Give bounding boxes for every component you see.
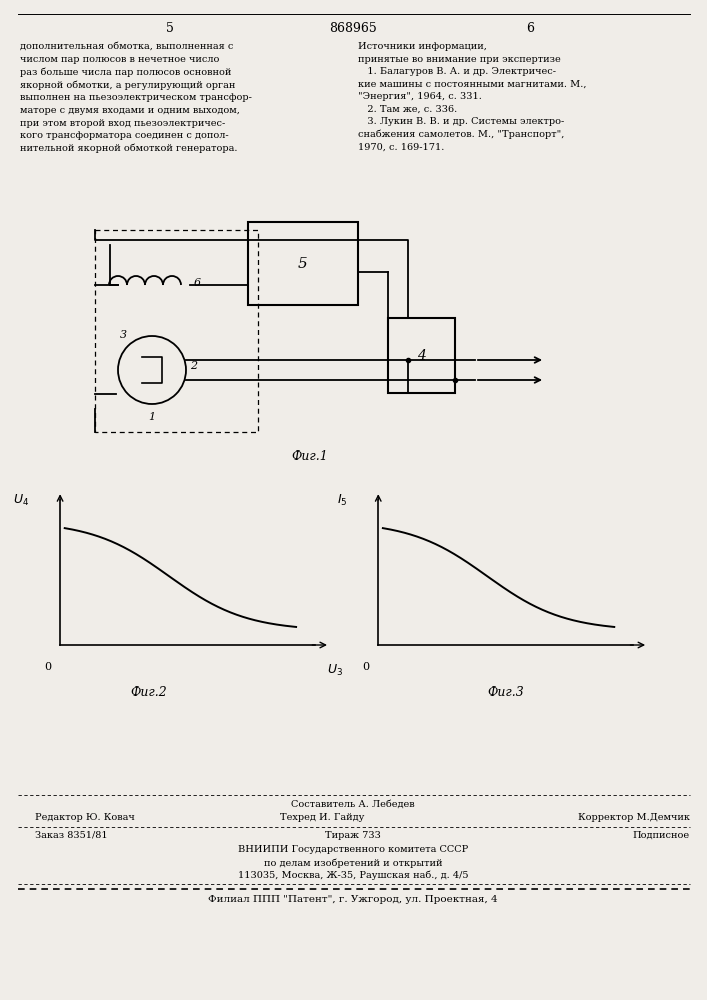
Text: 3: 3 [120,330,127,340]
Text: Фиг.2: Фиг.2 [131,686,168,699]
Text: $I_5$: $I_5$ [337,492,348,508]
Text: Филиал ППП "Патент", г. Ужгород, ул. Проектная, 4: Филиал ППП "Патент", г. Ужгород, ул. Про… [208,895,498,904]
Text: Техред И. Гайду: Техред И. Гайду [280,813,364,822]
Text: 868965: 868965 [329,21,377,34]
Text: ВНИИПИ Государственного комитета СССР: ВНИИПИ Государственного комитета СССР [238,845,468,854]
Text: 6: 6 [526,21,534,34]
Text: Корректор М.Демчик: Корректор М.Демчик [578,813,690,822]
Text: Редактор Ю. Ковач: Редактор Ю. Ковач [35,813,135,822]
Text: 0: 0 [362,662,369,672]
Text: 1: 1 [148,412,156,422]
Text: 4: 4 [417,349,426,362]
Text: 6: 6 [194,278,201,288]
Text: Заказ 8351/81: Заказ 8351/81 [35,831,107,840]
Text: 5: 5 [298,256,308,270]
Text: $U_4$: $U_4$ [13,492,30,508]
Bar [388,318,455,393]
Text: 0: 0 [44,662,51,672]
Text: Тираж 733: Тираж 733 [325,831,381,840]
Text: Подписное: Подписное [633,831,690,840]
Text: 2: 2 [190,361,197,371]
Text: Фиг.3: Фиг.3 [487,686,524,699]
Text: Составитель А. Лебедев: Составитель А. Лебедев [291,800,415,809]
Text: дополнительная обмотка, выполненная с
числом пар полюсов в нечетное число
раз бо: дополнительная обмотка, выполненная с чи… [20,42,252,153]
Text: 5: 5 [166,21,174,34]
Text: Источники информации,
принятые во внимание при экспертизе
   1. Балагуров В. А. : Источники информации, принятые во вниман… [358,42,587,152]
Text: Фиг.1: Фиг.1 [291,450,328,463]
Bar [248,222,358,305]
Text: 113035, Москва, Ж-35, Раушская наб., д. 4/5: 113035, Москва, Ж-35, Раушская наб., д. … [238,871,468,880]
Text: $U_3$: $U_3$ [327,662,343,678]
Text: по делам изобретений и открытий: по делам изобретений и открытий [264,858,443,867]
